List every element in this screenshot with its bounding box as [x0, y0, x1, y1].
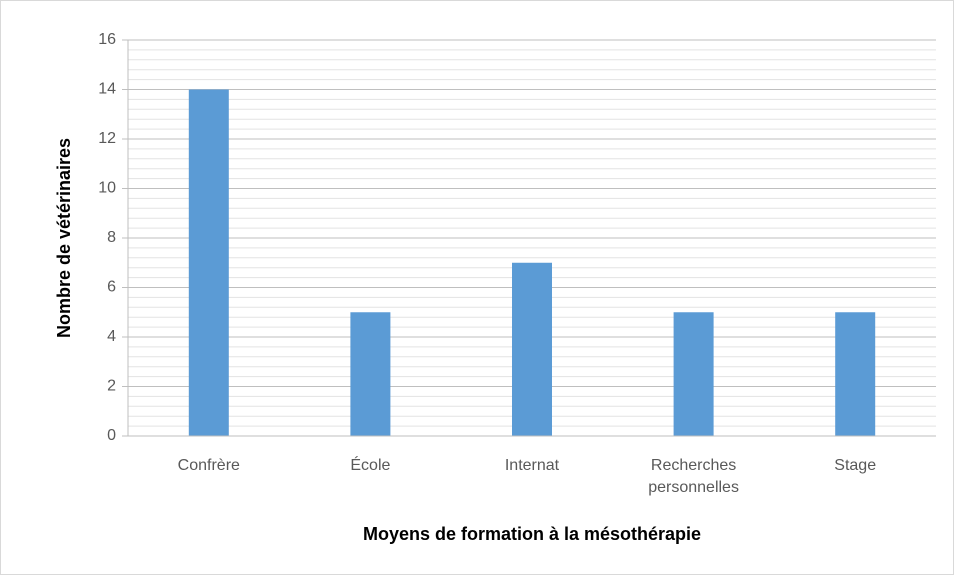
y-tick-label: 10 [98, 180, 116, 197]
y-axis-title: Nombre de vétérinaires [54, 138, 74, 338]
bar [188, 89, 229, 436]
bar [512, 262, 552, 436]
y-tick-label: 12 [98, 130, 116, 147]
y-tick-label: 14 [98, 81, 116, 98]
x-tick-label: École [350, 457, 391, 474]
y-tick-label: 6 [107, 279, 116, 296]
y-tick-label: 2 [107, 378, 116, 395]
y-tick-label: 16 [98, 31, 116, 48]
bar [673, 312, 714, 436]
y-tick-label: 4 [107, 328, 116, 345]
x-tick-label: Confrère [177, 457, 240, 474]
bar [350, 312, 391, 436]
y-tick-label: 0 [107, 427, 116, 444]
y-tick-label: 8 [107, 229, 116, 246]
x-axis-title: Moyens de formation à la mésothérapie [363, 524, 701, 544]
x-tick-label: Stage [834, 457, 877, 474]
x-tick-label: Internat [504, 457, 560, 474]
x-tick-label: Recherches personnelles [648, 457, 739, 496]
bar [835, 312, 876, 436]
